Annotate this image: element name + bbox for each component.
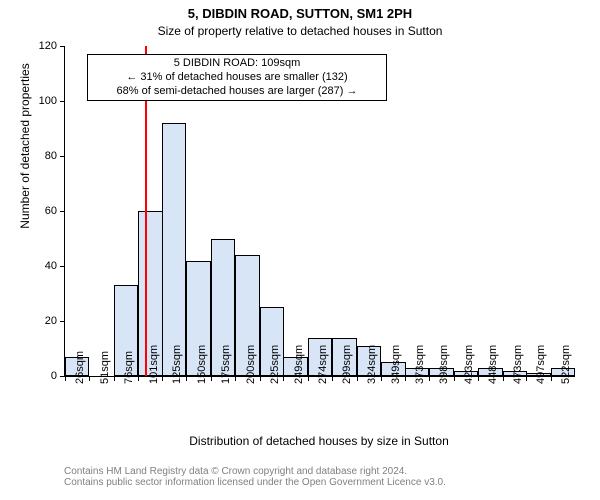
xtick-mark xyxy=(114,376,115,381)
callout-line2: ← 31% of detached houses are smaller (13… xyxy=(92,71,382,85)
xtick-label: 423sqm xyxy=(463,345,475,384)
ytick-label: 80 xyxy=(45,150,65,162)
xtick-mark xyxy=(260,376,261,381)
xtick-mark xyxy=(454,376,455,381)
plot-area: 02040608010012026sqm51sqm76sqm101sqm125s… xyxy=(64,46,575,377)
ytick-label: 100 xyxy=(39,95,65,107)
xtick-mark xyxy=(162,376,163,381)
callout-line1: 5 DIBDIN ROAD: 109sqm xyxy=(92,57,382,71)
xtick-label: 101sqm xyxy=(148,345,160,384)
copyright-text: Contains HM Land Registry data © Crown c… xyxy=(64,466,446,488)
xtick-label: 324sqm xyxy=(366,345,378,384)
xtick-mark xyxy=(478,376,479,381)
xtick-label: 299sqm xyxy=(341,345,353,384)
chart-title: 5, DIBDIN ROAD, SUTTON, SM1 2PH xyxy=(0,6,600,21)
copyright-line-1: Contains HM Land Registry data © Crown c… xyxy=(64,466,446,477)
ytick-label: 60 xyxy=(45,205,65,217)
ytick-label: 40 xyxy=(45,260,65,272)
ytick-label: 0 xyxy=(51,370,65,382)
x-axis-label: Distribution of detached houses by size … xyxy=(64,434,574,448)
xtick-mark xyxy=(357,376,358,381)
xtick-mark xyxy=(138,376,139,381)
xtick-label: 26sqm xyxy=(74,351,86,384)
copyright-line-2: Contains public sector information licen… xyxy=(64,477,446,488)
xtick-label: 51sqm xyxy=(99,351,111,384)
xtick-mark xyxy=(235,376,236,381)
xtick-label: 349sqm xyxy=(390,345,402,384)
xtick-mark xyxy=(381,376,382,381)
xtick-mark xyxy=(283,376,284,381)
xtick-mark xyxy=(503,376,504,381)
xtick-mark xyxy=(526,376,527,381)
xtick-mark xyxy=(186,376,187,381)
callout-line3: 68% of semi-detached houses are larger (… xyxy=(92,85,382,99)
xtick-mark xyxy=(429,376,430,381)
xtick-mark xyxy=(308,376,309,381)
xtick-label: 497sqm xyxy=(535,345,547,384)
xtick-mark xyxy=(65,376,66,381)
ytick-label: 120 xyxy=(39,40,65,52)
xtick-label: 274sqm xyxy=(317,345,329,384)
xtick-label: 200sqm xyxy=(245,345,257,384)
xtick-label: 473sqm xyxy=(512,345,524,384)
xtick-mark xyxy=(551,376,552,381)
xtick-mark xyxy=(211,376,212,381)
xtick-label: 150sqm xyxy=(196,345,208,384)
xtick-label: 175sqm xyxy=(220,345,232,384)
chart-container: { "header": { "title": "5, DIBDIN ROAD, … xyxy=(0,0,600,500)
ytick-label: 20 xyxy=(45,315,65,327)
property-callout: 5 DIBDIN ROAD: 109sqm← 31% of detached h… xyxy=(87,54,387,101)
chart-subtitle: Size of property relative to detached ho… xyxy=(0,24,600,38)
xtick-mark xyxy=(332,376,333,381)
xtick-mark xyxy=(89,376,90,381)
xtick-label: 448sqm xyxy=(487,345,499,384)
xtick-label: 125sqm xyxy=(171,345,183,384)
xtick-label: 76sqm xyxy=(123,351,135,384)
xtick-label: 249sqm xyxy=(293,345,305,384)
xtick-mark xyxy=(405,376,406,381)
histogram-bar xyxy=(162,123,186,376)
xtick-label: 225sqm xyxy=(269,345,281,384)
xtick-label: 398sqm xyxy=(438,345,450,384)
xtick-label: 373sqm xyxy=(414,345,426,384)
y-axis-label: Number of detached properties xyxy=(18,0,32,311)
xtick-label: 522sqm xyxy=(560,345,572,384)
